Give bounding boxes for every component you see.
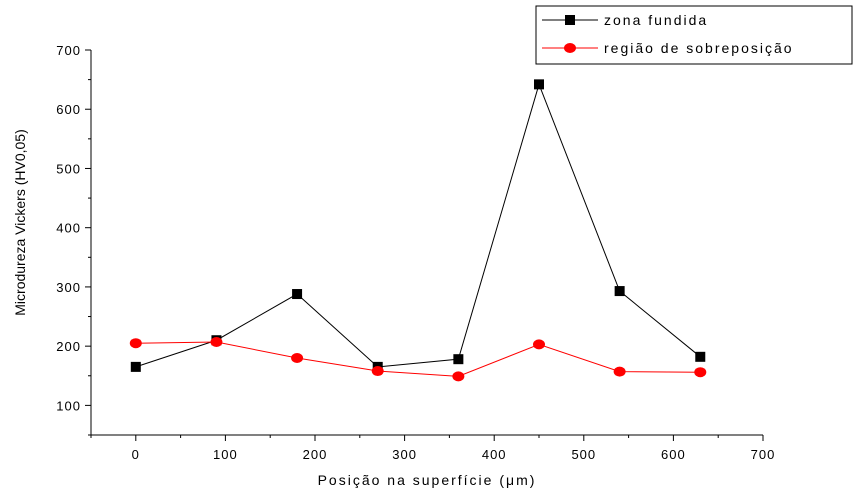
series-regiao-sobreposicao-point [452,371,465,382]
series-regiao-sobreposicao-point [291,353,304,363]
x-axis-title: Posição na superfície (μm) [318,472,537,488]
x-tick-label: 500 [571,447,596,462]
x-tick-label: 600 [661,447,686,462]
series-zona-fundida-point [453,354,464,365]
y-tick-label: 300 [56,280,81,295]
y-axis-title: Microdureza Vickers (HV0,05) [12,129,28,315]
x-tick-label: 400 [482,447,507,462]
series-zona-fundida-point [614,286,625,297]
y-tick-label: 500 [56,161,81,176]
x-tick-label: 700 [751,447,776,462]
legend-item-regiao-sobreposicao-marker [564,43,576,53]
series-zona-fundida-line [135,82,701,368]
legend-item-regiao-sobreposicao-label: região de sobreposição [604,40,794,56]
x-tick-label: 200 [303,447,328,462]
x-tick-label: 0 [132,447,140,462]
x-tick-label: 100 [213,447,238,462]
y-tick-label: 700 [56,43,81,58]
y-tick-label: 100 [56,398,81,413]
legend: zona fundida região de sobreposição [535,5,853,65]
x-tick-label: 300 [392,447,417,462]
series-regiao-sobreposicao-point [533,339,545,350]
y-tick-label: 200 [56,339,81,354]
series-zona-fundida-point [534,79,544,90]
legend-box [535,5,853,65]
series-zona-fundida-point [130,361,141,372]
series-zona-fundida-point [695,351,706,362]
y-tick-label: 400 [56,221,81,236]
series-zona-fundida-point [292,289,303,300]
series-regiao-sobreposicao-point [613,366,626,377]
series-regiao-sobreposicao-point [371,366,384,377]
series-regiao-sobreposicao-point [210,337,223,348]
axes: 0 100 200 300 400 500 600 700 100 200 300 400 500 600… [56,43,776,462]
series-layer [129,79,707,382]
legend-item-zona-fundida-marker [565,15,575,25]
series-regiao-sobreposicao-point [694,367,707,378]
series-regiao-sobreposicao-line [135,341,701,377]
series-regiao-sobreposicao-point [129,338,142,349]
y-tick-label: 600 [56,102,81,117]
legend-item-zona-fundida-label: zona fundida [604,12,708,28]
